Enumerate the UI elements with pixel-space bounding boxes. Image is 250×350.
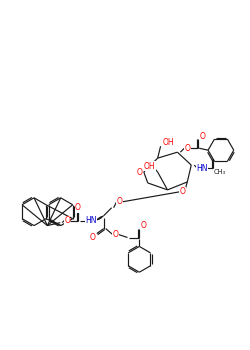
Text: O: O <box>64 216 70 225</box>
Text: O: O <box>199 132 205 141</box>
Text: O: O <box>75 203 81 212</box>
Text: OH: OH <box>144 162 156 170</box>
Text: HN: HN <box>196 163 208 173</box>
Text: O: O <box>184 144 190 153</box>
Text: O: O <box>90 233 96 242</box>
Text: O: O <box>140 221 146 230</box>
Text: HN: HN <box>85 216 97 225</box>
Text: O: O <box>137 168 143 176</box>
Text: OH: OH <box>163 138 174 147</box>
Text: CH₃: CH₃ <box>214 169 226 175</box>
Text: O: O <box>180 187 185 196</box>
Text: O: O <box>116 197 122 206</box>
Text: O: O <box>113 230 118 239</box>
